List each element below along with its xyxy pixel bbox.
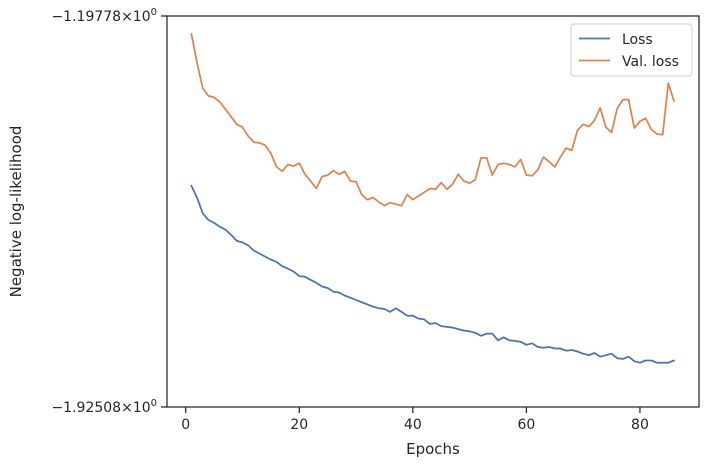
series-line-val-loss: [190, 33, 675, 207]
x-tick-label: 0: [181, 417, 190, 433]
y-axis-label: Negative log-likelihood: [7, 126, 25, 298]
y-axis: −1.19778×100 −1.92508×100: [51, 7, 167, 416]
x-tick-label: 40: [404, 417, 422, 433]
legend-label-loss: Loss: [622, 32, 653, 48]
x-tick-label: 80: [631, 417, 649, 433]
legend-box: [570, 23, 693, 77]
y-tick-label-bottom: −1.92508×100: [51, 398, 157, 416]
legend: Loss Val. loss: [570, 23, 693, 77]
x-tick-label: 60: [517, 417, 535, 433]
y-tick-label-top: −1.19778×100: [51, 7, 157, 25]
plot-area: [190, 33, 675, 364]
x-axis: 0 20 40 60 80: [181, 407, 649, 433]
series-line-loss: [190, 184, 675, 364]
plot-frame: [166, 15, 700, 408]
x-tick-label: 20: [290, 417, 308, 433]
legend-label-val-loss: Val. loss: [622, 54, 679, 70]
x-axis-label: Epochs: [406, 440, 460, 458]
